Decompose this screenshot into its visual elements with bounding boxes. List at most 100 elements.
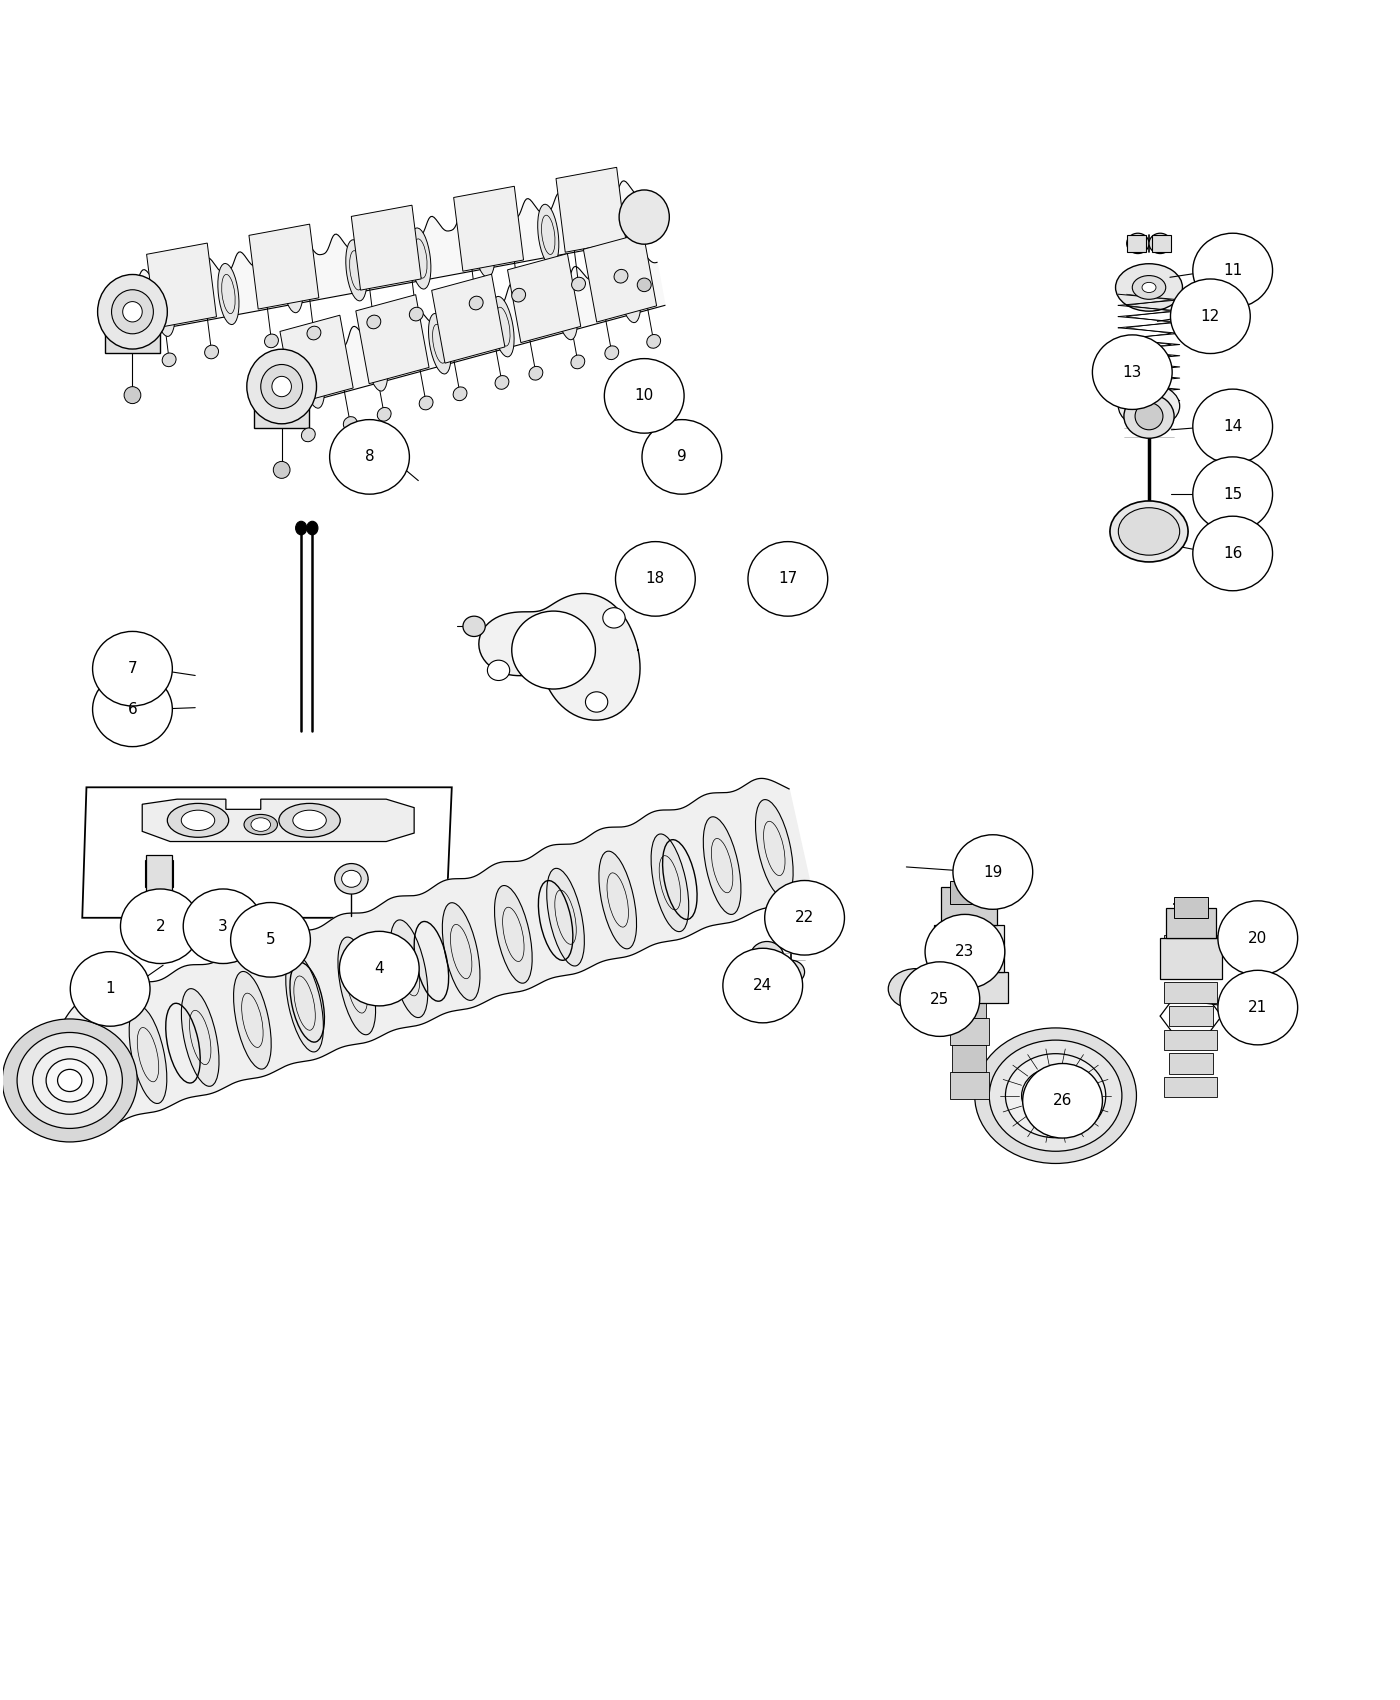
- Ellipse shape: [1110, 502, 1189, 563]
- Ellipse shape: [1119, 508, 1180, 556]
- Ellipse shape: [234, 971, 272, 1069]
- Ellipse shape: [343, 416, 357, 430]
- Text: 20: 20: [1249, 930, 1267, 945]
- Ellipse shape: [410, 228, 431, 289]
- Text: 18: 18: [645, 571, 665, 586]
- Ellipse shape: [120, 889, 200, 964]
- Bar: [1165, 1078, 1218, 1098]
- Ellipse shape: [1135, 403, 1163, 430]
- Ellipse shape: [428, 313, 451, 374]
- Ellipse shape: [329, 420, 409, 495]
- Ellipse shape: [469, 296, 483, 309]
- Ellipse shape: [1127, 233, 1149, 253]
- Ellipse shape: [295, 522, 307, 536]
- Ellipse shape: [764, 881, 844, 955]
- Ellipse shape: [616, 542, 696, 615]
- Text: 24: 24: [753, 977, 773, 993]
- Ellipse shape: [162, 354, 176, 367]
- Bar: [146, 891, 172, 918]
- Ellipse shape: [92, 631, 172, 706]
- Text: 10: 10: [634, 388, 654, 403]
- Bar: [930, 972, 1008, 1003]
- Ellipse shape: [605, 345, 619, 360]
- Polygon shape: [556, 167, 626, 252]
- Ellipse shape: [92, 672, 172, 746]
- Polygon shape: [59, 779, 811, 1127]
- Ellipse shape: [337, 937, 375, 1035]
- Ellipse shape: [750, 942, 784, 972]
- Ellipse shape: [17, 1032, 122, 1129]
- Ellipse shape: [181, 811, 214, 831]
- Ellipse shape: [335, 864, 368, 894]
- Ellipse shape: [339, 932, 419, 1006]
- Text: 3: 3: [218, 918, 228, 933]
- Polygon shape: [454, 187, 524, 272]
- Ellipse shape: [491, 296, 514, 357]
- Ellipse shape: [391, 920, 428, 1018]
- Ellipse shape: [722, 949, 802, 1023]
- Ellipse shape: [888, 969, 944, 1010]
- Ellipse shape: [281, 252, 302, 313]
- Ellipse shape: [183, 889, 263, 964]
- Ellipse shape: [301, 428, 315, 442]
- Ellipse shape: [419, 396, 433, 410]
- Text: 5: 5: [266, 932, 276, 947]
- Bar: [105, 292, 160, 354]
- Bar: [1161, 938, 1222, 979]
- Text: 16: 16: [1224, 546, 1242, 561]
- Ellipse shape: [1193, 517, 1273, 592]
- Ellipse shape: [32, 1047, 106, 1114]
- Ellipse shape: [377, 408, 391, 422]
- Polygon shape: [584, 233, 657, 321]
- Bar: [952, 991, 986, 1018]
- Ellipse shape: [1022, 1064, 1102, 1137]
- Ellipse shape: [272, 376, 291, 396]
- Ellipse shape: [231, 903, 311, 977]
- Bar: [1165, 1030, 1218, 1051]
- Ellipse shape: [1135, 396, 1163, 416]
- Ellipse shape: [494, 886, 532, 983]
- Ellipse shape: [367, 314, 381, 328]
- Ellipse shape: [154, 275, 175, 337]
- Ellipse shape: [1124, 394, 1175, 439]
- Bar: [1169, 1054, 1214, 1074]
- Bar: [949, 881, 988, 904]
- Ellipse shape: [619, 262, 641, 323]
- Ellipse shape: [605, 359, 685, 434]
- Bar: [1165, 935, 1218, 955]
- Polygon shape: [83, 787, 452, 918]
- Text: 25: 25: [930, 991, 949, 1006]
- Ellipse shape: [463, 615, 486, 636]
- Text: 19: 19: [983, 865, 1002, 879]
- Ellipse shape: [3, 1018, 137, 1142]
- Ellipse shape: [547, 869, 584, 966]
- Polygon shape: [147, 243, 217, 328]
- Ellipse shape: [302, 348, 325, 408]
- Ellipse shape: [260, 364, 302, 408]
- Ellipse shape: [273, 461, 290, 478]
- Text: 4: 4: [374, 960, 384, 976]
- Ellipse shape: [1218, 901, 1298, 976]
- Ellipse shape: [1193, 457, 1273, 532]
- Ellipse shape: [265, 335, 279, 348]
- Ellipse shape: [112, 289, 154, 333]
- Ellipse shape: [571, 355, 585, 369]
- Ellipse shape: [218, 264, 239, 325]
- Text: 2: 2: [155, 918, 165, 933]
- Ellipse shape: [1005, 1054, 1106, 1137]
- Ellipse shape: [473, 216, 494, 277]
- Bar: [147, 855, 172, 927]
- Bar: [1166, 908, 1217, 938]
- Text: 22: 22: [795, 910, 815, 925]
- Ellipse shape: [123, 301, 143, 321]
- Ellipse shape: [1193, 389, 1273, 464]
- Ellipse shape: [643, 420, 722, 495]
- Ellipse shape: [554, 279, 577, 340]
- Bar: [1152, 235, 1172, 252]
- Polygon shape: [249, 224, 319, 309]
- Ellipse shape: [602, 192, 623, 253]
- Polygon shape: [356, 294, 428, 384]
- Text: 23: 23: [955, 944, 974, 959]
- Polygon shape: [280, 314, 353, 405]
- Text: 15: 15: [1224, 486, 1242, 501]
